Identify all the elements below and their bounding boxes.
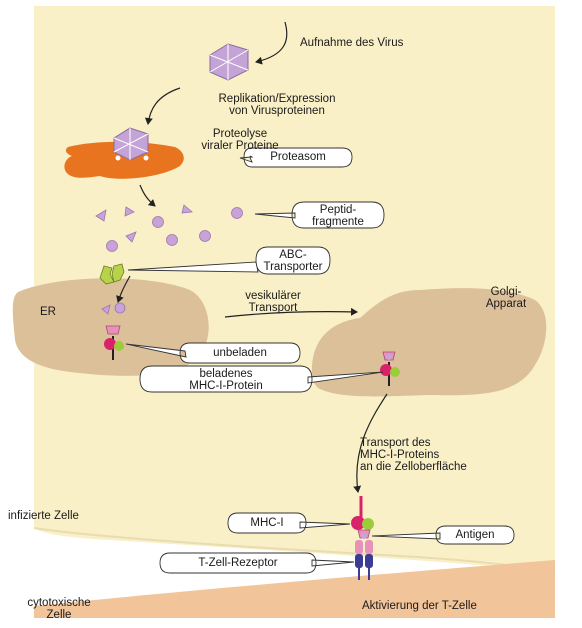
label-proteolysis-line1: Proteolyse bbox=[212, 128, 268, 140]
proteasome-virus bbox=[113, 127, 149, 161]
label-replication-line1: Replikation/Expression bbox=[218, 93, 336, 105]
bubble-peptide bbox=[254, 201, 385, 229]
callout-bubbles bbox=[125, 147, 515, 574]
label-peptide-line2: fragmente bbox=[312, 216, 364, 228]
process-arrows bbox=[116, 21, 388, 493]
mhc-unloaded bbox=[104, 325, 124, 360]
t-cell-receptor bbox=[355, 540, 373, 580]
virus-particle bbox=[209, 43, 249, 81]
label-beladen-line1: beladenes bbox=[199, 368, 253, 380]
bubble-unbeladen bbox=[125, 342, 301, 364]
label-surface-transport: Transport des MHC-I-Proteins an die Zell… bbox=[360, 437, 467, 473]
label-surface-transport-line1: Transport des bbox=[360, 437, 431, 449]
bubble-proteasom bbox=[239, 147, 353, 168]
proteasome-shape bbox=[64, 141, 184, 179]
label-proteolysis-line2: viraler Proteine bbox=[201, 140, 279, 152]
label-tcr: T-Zell-Rezeptor bbox=[198, 557, 278, 569]
label-replication-line2: von Virusproteinen bbox=[229, 105, 325, 117]
label-vesicular-line2: Transport bbox=[248, 302, 298, 314]
label-activation: Aktivierung der T-Zelle bbox=[362, 600, 477, 612]
label-surface-transport-line2: MHC-I-Proteins bbox=[360, 449, 440, 461]
label-golgi-line1: Golgi- bbox=[490, 286, 522, 298]
label-peptide: Peptid- fragmente bbox=[292, 204, 384, 228]
label-golgi: Golgi- Apparat bbox=[466, 286, 546, 310]
label-replication: Replikation/Expression von Virusproteine… bbox=[182, 93, 372, 117]
mhc-surface bbox=[351, 496, 374, 539]
cytotoxic-cell bbox=[34, 560, 555, 618]
label-proteasom: Proteasom bbox=[270, 151, 326, 163]
label-proteolysis: Proteolyse viraler Proteine bbox=[185, 128, 295, 152]
label-antigen: Antigen bbox=[455, 529, 495, 541]
bubble-abc bbox=[127, 246, 331, 275]
label-unbeladen: unbeladen bbox=[213, 347, 267, 359]
label-abc-line1: ABC- bbox=[279, 249, 307, 261]
label-uptake: Aufnahme des Virus bbox=[300, 37, 404, 49]
label-cytotoxic-cell: cytotoxische Zelle bbox=[14, 597, 104, 621]
label-abc-line2: Transporter bbox=[263, 261, 323, 273]
golgi-organelle bbox=[312, 288, 547, 397]
label-golgi-line2: Apparat bbox=[485, 298, 527, 310]
label-vesicular: vesikulärer Transport bbox=[228, 290, 318, 314]
label-vesicular-line1: vesikulärer bbox=[245, 290, 301, 302]
label-infected-cell: infizierte Zelle bbox=[8, 510, 79, 522]
er-peptides bbox=[101, 302, 126, 315]
label-abc: ABC- Transporter bbox=[256, 249, 330, 273]
label-cytotoxic-line2: Zelle bbox=[46, 609, 72, 621]
bubble-tcr bbox=[159, 552, 355, 574]
bubble-antigen bbox=[371, 525, 515, 545]
label-beladen-line2: MHC-I-Protein bbox=[189, 380, 263, 392]
label-peptide-line1: Peptid- bbox=[319, 204, 357, 216]
mhc-loaded-golgi bbox=[380, 351, 400, 386]
bubble-mhc bbox=[227, 512, 351, 534]
label-er: ER bbox=[40, 306, 56, 318]
peptide-fragments bbox=[95, 204, 243, 252]
abc-transporter bbox=[99, 263, 125, 285]
bubble-beladen bbox=[139, 365, 384, 393]
label-beladen: beladenes MHC-I-Protein bbox=[140, 368, 312, 392]
label-surface-transport-line3: an die Zelloberfläche bbox=[360, 461, 467, 473]
label-mhc: MHC-I bbox=[250, 517, 284, 529]
label-cytotoxic-line1: cytotoxische bbox=[27, 597, 91, 609]
